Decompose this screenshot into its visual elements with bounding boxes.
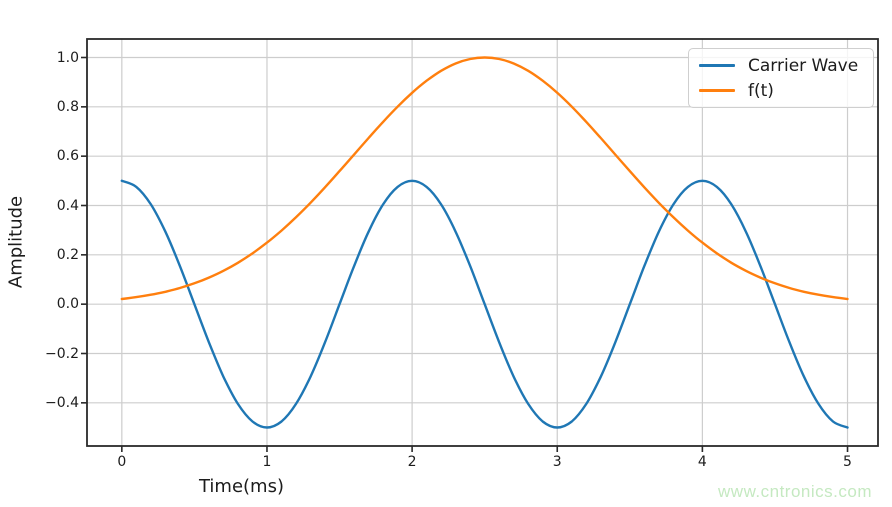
- x-axis-label: Time(ms): [198, 476, 284, 497]
- watermark: www.cntronics.com: [718, 482, 872, 501]
- y-tick-label: −0.4: [45, 394, 79, 411]
- legend-line-sample-icon: [699, 89, 735, 92]
- x-tick-label: 5: [843, 454, 852, 470]
- y-tick-label: 0.6: [56, 148, 79, 165]
- series-line-f-t: [120, 56, 849, 301]
- legend-label-ft: f(t): [748, 80, 774, 101]
- y-tick-label: 0.4: [56, 197, 79, 214]
- x-tick-label: 0: [117, 454, 127, 470]
- y-tick-label: 0.0: [56, 296, 79, 313]
- legend-entry-ft: f(t): [699, 80, 863, 101]
- legend: Carrier Wave f(t): [688, 48, 874, 108]
- y-axis-label: Amplitude: [5, 195, 27, 289]
- axes-spines: [86, 38, 879, 447]
- series-line-carrier-wave: [120, 179, 849, 429]
- x-tick-label: 4: [697, 454, 707, 470]
- y-tick-label: 1.0: [56, 49, 79, 66]
- y-tick-label: 0.8: [56, 98, 79, 115]
- x-tick-label: 2: [407, 454, 417, 470]
- y-tick-label: 0.2: [56, 246, 79, 263]
- x-tick-label: 1: [262, 454, 272, 470]
- y-tick-label: −0.2: [45, 345, 79, 362]
- legend-entry-carrier-wave: Carrier Wave: [699, 55, 863, 76]
- x-tick-label: 3: [552, 454, 562, 470]
- legend-label-carrier-wave: Carrier Wave: [748, 55, 859, 76]
- legend-line-sample-icon: [699, 64, 735, 67]
